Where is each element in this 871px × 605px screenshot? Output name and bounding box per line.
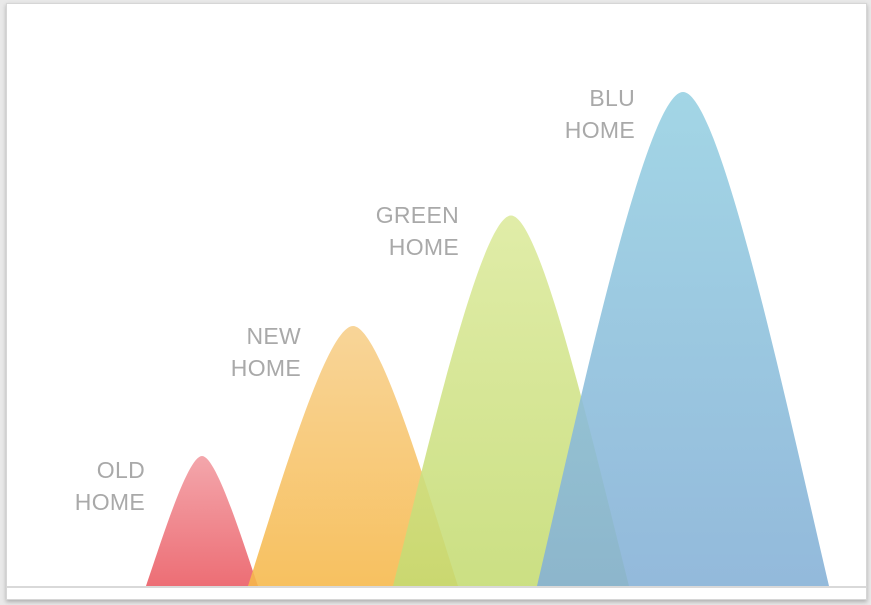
- label-line: HOME: [565, 117, 635, 143]
- label-line: HOME: [231, 355, 301, 381]
- label-blu-home: BLU HOME: [565, 85, 635, 143]
- label-line: BLU: [589, 85, 635, 111]
- label-line: OLD: [97, 457, 145, 483]
- label-old-home: OLD HOME: [75, 457, 145, 515]
- label-line: HOME: [75, 489, 145, 515]
- labels-layer: OLD HOME NEW HOME GREEN HOME BLU HOME: [75, 85, 635, 515]
- peaks-layer: [146, 92, 829, 586]
- peak-blu-home: [537, 92, 829, 586]
- peak-new-home: [248, 326, 458, 586]
- label-new-home: NEW HOME: [231, 323, 301, 381]
- label-line: HOME: [389, 234, 459, 260]
- peaks-chart: OLD HOME NEW HOME GREEN HOME BLU HOME: [7, 85, 866, 588]
- label-line: GREEN: [376, 202, 459, 228]
- peak-old-home: [146, 456, 258, 586]
- label-green-home: GREEN HOME: [376, 202, 459, 260]
- chart-frame: OLD HOME NEW HOME GREEN HOME BLU HOME: [6, 3, 867, 600]
- label-line: NEW: [246, 323, 301, 349]
